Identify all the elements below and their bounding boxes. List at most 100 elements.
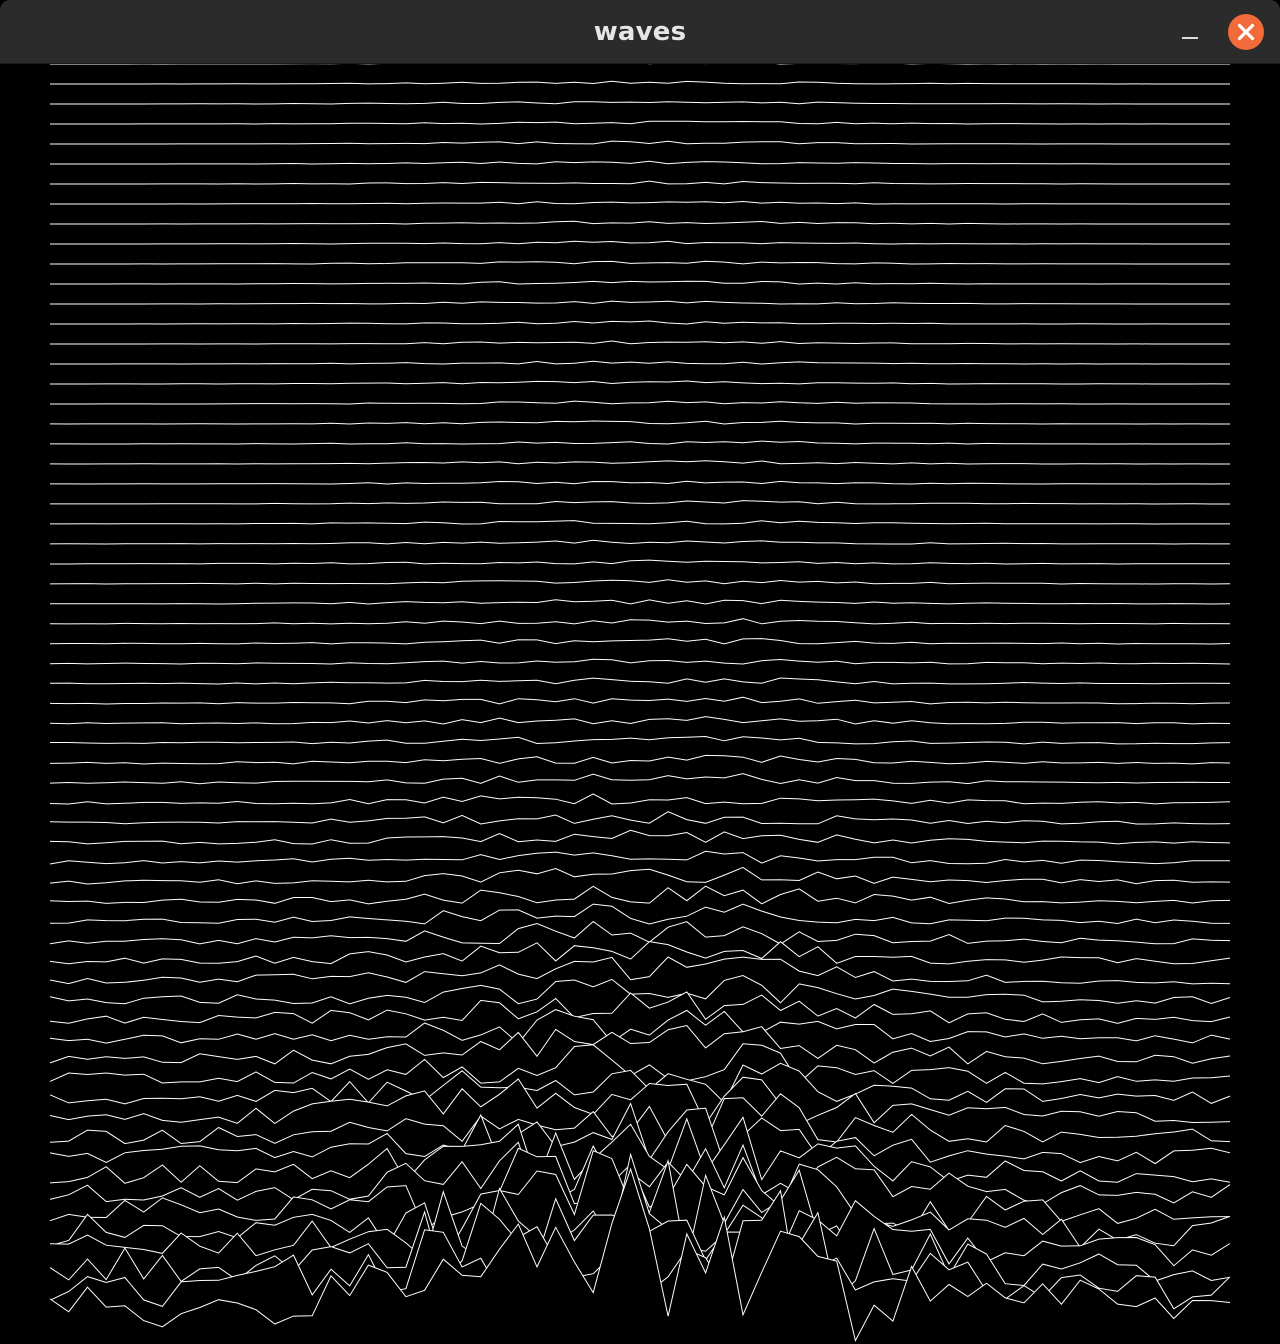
wave-line [50, 220, 1230, 225]
wave-line [49, 658, 1231, 665]
wave-occluder [50, 1077, 1230, 1126]
minimize-button[interactable] [1172, 16, 1208, 48]
wave-occluder [50, 421, 1230, 426]
wave-line [49, 1076, 1231, 1125]
wave-occluder [50, 991, 1230, 1026]
wave-occluder [50, 599, 1230, 606]
wave-line [49, 956, 1231, 985]
wave-occluder [50, 1190, 1230, 1309]
wave-line [49, 579, 1231, 585]
wave-line [50, 500, 1230, 505]
wave-line [49, 1093, 1231, 1145]
waves-drawing [49, 64, 1231, 1343]
wave-line [50, 320, 1230, 325]
wave-occluder [50, 401, 1230, 406]
wave-line [49, 903, 1231, 925]
wave-line [49, 1152, 1231, 1267]
wave-line [49, 850, 1230, 865]
wave-line [50, 400, 1230, 405]
wave-occluder [50, 481, 1230, 486]
wave-line [50, 735, 1231, 745]
wave-line [50, 440, 1231, 445]
wave-occluder [50, 81, 1230, 86]
wave-line [50, 280, 1230, 285]
wave-occluder [50, 101, 1230, 106]
wave-occluder [50, 64, 1230, 66]
wave-line [50, 101, 1230, 105]
wave-occluder [50, 441, 1230, 446]
waves-canvas [0, 64, 1280, 1344]
wave-line [49, 773, 1230, 785]
wave-occluder [50, 716, 1230, 726]
wave-line [50, 380, 1231, 385]
wave-line [50, 520, 1230, 525]
wave-occluder [50, 618, 1230, 626]
wave-occluder [50, 381, 1230, 386]
wave-occluder [50, 241, 1230, 246]
wave-occluder [50, 201, 1230, 206]
wave-occluder [50, 1117, 1230, 1186]
wave-line [49, 793, 1231, 805]
window-title: waves [593, 17, 687, 47]
wave-line [49, 920, 1231, 945]
wave-occluder [50, 221, 1230, 226]
wave-line [50, 360, 1230, 365]
wave-line [49, 754, 1231, 765]
wave-line [49, 677, 1231, 685]
wave-occluder [50, 1025, 1230, 1066]
close-button[interactable] [1228, 14, 1264, 50]
wave-occluder [50, 851, 1230, 866]
wave-occluder [50, 361, 1230, 366]
wave-line [49, 1102, 1231, 1165]
title-bar[interactable]: waves [0, 0, 1280, 64]
wave-line [49, 866, 1231, 885]
wave-occluder [50, 121, 1230, 126]
wave-line [49, 539, 1230, 545]
wave-line [50, 140, 1230, 145]
wave-line [49, 811, 1231, 825]
wave-line [50, 599, 1231, 605]
wave-occluder [50, 1142, 1230, 1206]
wave-occluder [50, 520, 1230, 526]
wave-occluder [50, 886, 1230, 906]
wave-occluder [50, 659, 1230, 666]
wave-occluder [50, 1103, 1230, 1166]
wave-line [50, 80, 1230, 85]
wave-line [50, 480, 1231, 485]
wave-occluder [50, 141, 1230, 146]
wave-occluder [50, 321, 1230, 326]
wave-line [49, 1062, 1231, 1105]
wave-line [50, 300, 1230, 305]
wave-occluder [50, 579, 1230, 586]
wave-line [50, 180, 1230, 185]
wave-line [49, 991, 1231, 1024]
wave-occluder [50, 1150, 1230, 1262]
wave-line [49, 1009, 1231, 1044]
wave-occluder [50, 904, 1230, 926]
close-icon [1237, 23, 1255, 41]
wave-line [49, 696, 1231, 705]
wave-occluder [50, 755, 1230, 766]
wave-occluder [50, 773, 1230, 786]
wave-occluder [50, 811, 1230, 826]
wave-line [50, 120, 1230, 125]
wave-line [49, 460, 1230, 465]
wave-line [49, 974, 1231, 1005]
wave-line [49, 716, 1231, 725]
wave-line [49, 1167, 1231, 1343]
wave-occluder [50, 957, 1230, 986]
wave-occluder [50, 301, 1230, 306]
wave-occluder [50, 975, 1230, 1006]
wave-line [49, 420, 1230, 425]
wave-occluder [50, 1043, 1230, 1086]
wave-line [50, 340, 1230, 345]
wave-occluder [50, 638, 1230, 646]
wave-occluder [50, 460, 1230, 466]
wave-occluder [50, 830, 1230, 846]
wave-occluder [50, 697, 1230, 706]
wave-occluder [50, 1063, 1230, 1106]
wave-line [49, 618, 1231, 625]
wave-occluder [50, 736, 1230, 746]
wave-line [49, 1024, 1231, 1065]
